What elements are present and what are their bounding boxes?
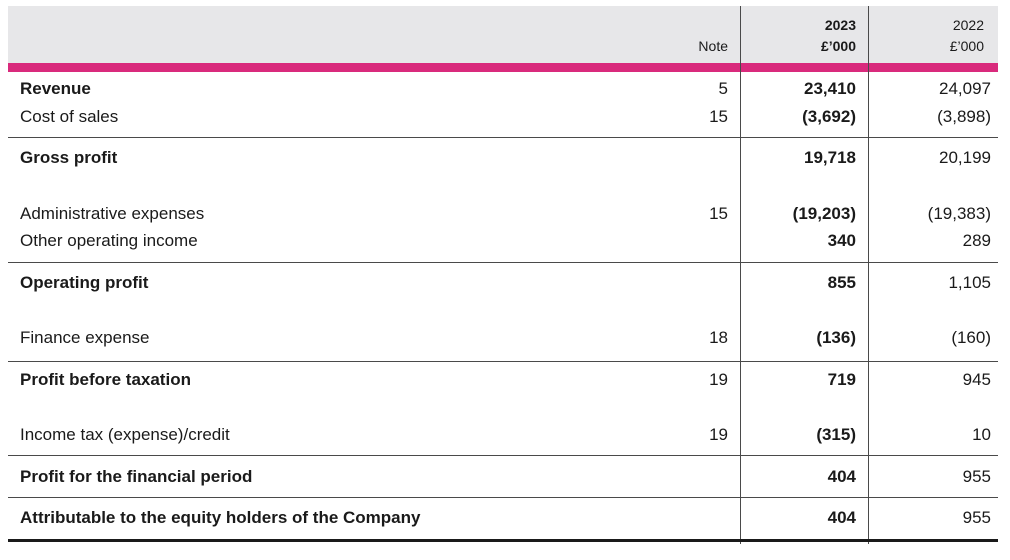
accent-bar: [8, 63, 998, 72]
unit-2023-header: £’000: [820, 38, 856, 54]
row-note: 18: [709, 328, 728, 347]
row-divider: [8, 361, 998, 362]
row-value-2022: 955: [962, 508, 991, 527]
column-divider-2023-right: [868, 6, 869, 544]
row-value-2022: 945: [962, 370, 991, 389]
row-label: Income tax (expense)/credit: [20, 425, 230, 444]
row-value-2022: 955: [962, 467, 991, 486]
row-value-2022: 1,105: [948, 273, 991, 292]
row-value-2023: (19,203): [792, 204, 856, 223]
row-note: 19: [709, 370, 728, 389]
row-note: 15: [709, 204, 728, 223]
row-value-2022: 20,199: [939, 148, 991, 167]
row-value-2023: 19,718: [804, 148, 856, 167]
row-divider: [8, 497, 998, 498]
row-label: Gross profit: [20, 148, 118, 167]
year-2023-header: 2023: [824, 17, 856, 33]
row-label: Attributable to the equity holders of th…: [20, 508, 421, 527]
row-divider: [8, 455, 998, 456]
row-value-2023: 23,410: [804, 79, 856, 98]
income-statement-table: Note 2023 £’000 2022 £’000 Revenue 5 23,…: [8, 6, 998, 544]
row-label: Other operating income: [20, 231, 198, 250]
table-bottom-rule: [8, 539, 998, 542]
column-divider-2023-left: [740, 6, 741, 544]
row-value-2022: (3,898): [937, 107, 991, 126]
row-note: 15: [709, 107, 728, 126]
year-2022-header: 2022: [952, 17, 984, 33]
row-label: Profit before taxation: [20, 370, 191, 389]
row-value-2023: (315): [816, 425, 856, 444]
row-label: Revenue: [20, 79, 91, 98]
row-value-2022: 289: [962, 231, 991, 250]
row-label: Profit for the financial period: [20, 467, 253, 486]
row-value-2023: 404: [827, 508, 856, 527]
row-divider: [8, 137, 998, 138]
row-label: Finance expense: [20, 328, 150, 347]
row-value-2022: 10: [972, 425, 991, 444]
row-value-2022: (160): [951, 328, 991, 347]
row-note: 5: [718, 79, 728, 98]
row-value-2023: 404: [827, 467, 856, 486]
row-value-2023: (136): [816, 328, 856, 347]
row-value-2023: 719: [827, 370, 856, 389]
row-value-2022: 24,097: [939, 79, 991, 98]
row-label: Cost of sales: [20, 107, 119, 126]
row-value-2023: 340: [827, 231, 856, 250]
table-header: [8, 6, 998, 63]
row-divider: [8, 262, 998, 263]
row-label: Administrative expenses: [20, 204, 205, 223]
row-value-2023: (3,692): [802, 107, 856, 126]
unit-2022-header: £’000: [949, 38, 984, 54]
row-label: Operating profit: [20, 273, 149, 292]
note-column-header: Note: [698, 38, 728, 54]
row-value-2022: (19,383): [927, 204, 991, 223]
row-value-2023: 855: [827, 273, 856, 292]
row-note: 19: [709, 425, 728, 444]
